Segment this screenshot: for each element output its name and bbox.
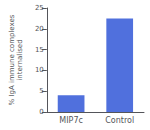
svg-text:0: 0	[39, 108, 43, 116]
svg-text:15: 15	[35, 46, 44, 54]
svg-text:20: 20	[35, 25, 44, 33]
svg-text:Control: Control	[105, 116, 134, 125]
svg-text:10: 10	[35, 66, 44, 74]
svg-text:25: 25	[35, 4, 44, 12]
svg-text:MIP7c: MIP7c	[59, 116, 83, 125]
svg-text:internalised: internalised	[16, 39, 24, 80]
svg-text:% IgA immune complexes: % IgA immune complexes	[8, 14, 16, 105]
svg-text:5: 5	[39, 87, 43, 95]
